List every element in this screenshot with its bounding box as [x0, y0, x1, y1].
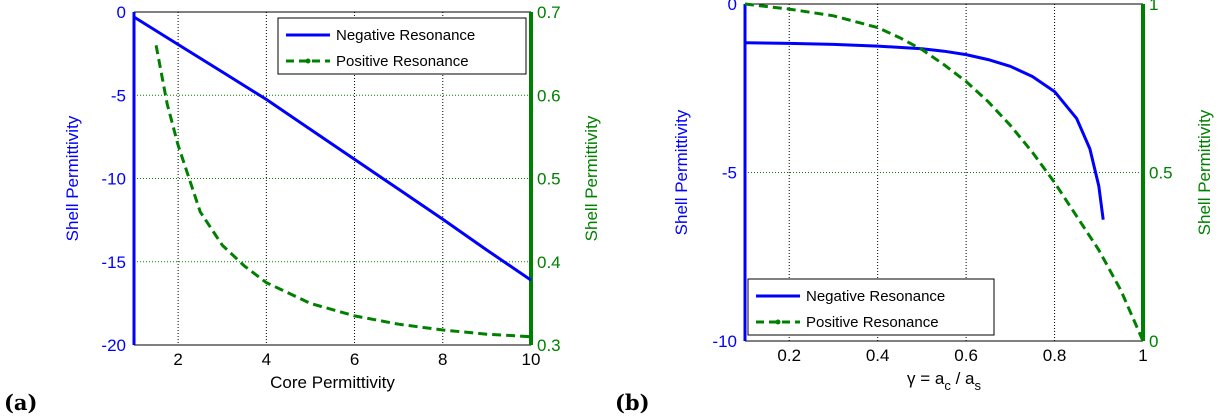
y-right-axis-label: Shell Permittivity	[1195, 109, 1214, 235]
y-right-tick-label: 0.5	[537, 170, 561, 189]
x-tick-label: 2	[173, 350, 182, 369]
x-axis-label: Core Permittivity	[270, 373, 395, 392]
y-left-tick-label: 0	[117, 3, 126, 22]
series-line-positive-resonance	[744, 2, 1145, 342]
y-right-tick-label: 0.6	[537, 86, 561, 105]
x-tick-label: 0.8	[1043, 346, 1067, 365]
y-right-tick-label: 0.3	[537, 336, 561, 355]
y-left-axis-label: Shell Permittivity	[63, 115, 82, 241]
legend-entry: Negative Resonance	[336, 27, 475, 44]
legend-marker	[305, 58, 311, 64]
x-axis-label-sub: c	[944, 378, 951, 393]
x-axis-label: γ = ac / as	[907, 369, 981, 393]
y-right-tick-label: 0.5	[1149, 164, 1173, 183]
x-axis-label-part: / a	[951, 369, 975, 388]
legend-entry: Positive Resonance	[336, 53, 469, 70]
x-tick-label: 8	[438, 350, 447, 369]
y-left-tick-label: -10	[101, 170, 126, 189]
x-tick-label: 4	[262, 350, 271, 369]
legend-entry: Negative Resonance	[806, 288, 945, 305]
x-tick-label: 6	[350, 350, 359, 369]
y-left-tick-label: -5	[722, 164, 737, 183]
y-right-tick-label: 0.4	[537, 253, 561, 272]
x-axis-label-part: γ = a	[907, 369, 945, 388]
x-tick-label: 0.4	[866, 346, 890, 365]
legend-box	[747, 278, 995, 336]
y-left-axis-label: Shell Permittivity	[672, 109, 691, 235]
y-left-tick-label: -5	[111, 86, 126, 105]
series-line-positive-resonance	[154, 45, 532, 339]
y-right-tick-label: 1	[1149, 0, 1158, 14]
panel-label: (a)	[4, 390, 37, 415]
y-left-tick-label: -10	[712, 332, 737, 351]
x-tick-label: 1	[1138, 346, 1147, 365]
panel-label: (b)	[615, 390, 650, 415]
y-right-tick-label: 0.7	[537, 3, 561, 22]
legend-box	[277, 17, 527, 75]
y-left-tick-label: -20	[101, 336, 126, 355]
legend-entry: Positive Resonance	[806, 314, 939, 331]
y-right-tick-label: 0	[1149, 332, 1158, 351]
x-tick-label: 0.2	[777, 346, 801, 365]
y-left-tick-label: 0	[728, 0, 737, 14]
x-tick-label: 0.6	[954, 346, 978, 365]
series-line-negative-resonance	[744, 41, 1105, 220]
y-left-tick-label: -15	[101, 253, 126, 272]
x-tick-label: 10	[522, 350, 541, 369]
x-axis-label-sub: s	[974, 378, 981, 393]
series-line-negative-resonance	[133, 15, 532, 282]
legend-marker	[775, 319, 781, 325]
y-right-axis-label: Shell Permittivity	[582, 115, 601, 241]
chart-panel-a: 2 4 6 8 10 0 -5 -10 -15 -20 0.7 0.6 0.5 0.4 0.3 Shell P…	[4, 3, 601, 415]
